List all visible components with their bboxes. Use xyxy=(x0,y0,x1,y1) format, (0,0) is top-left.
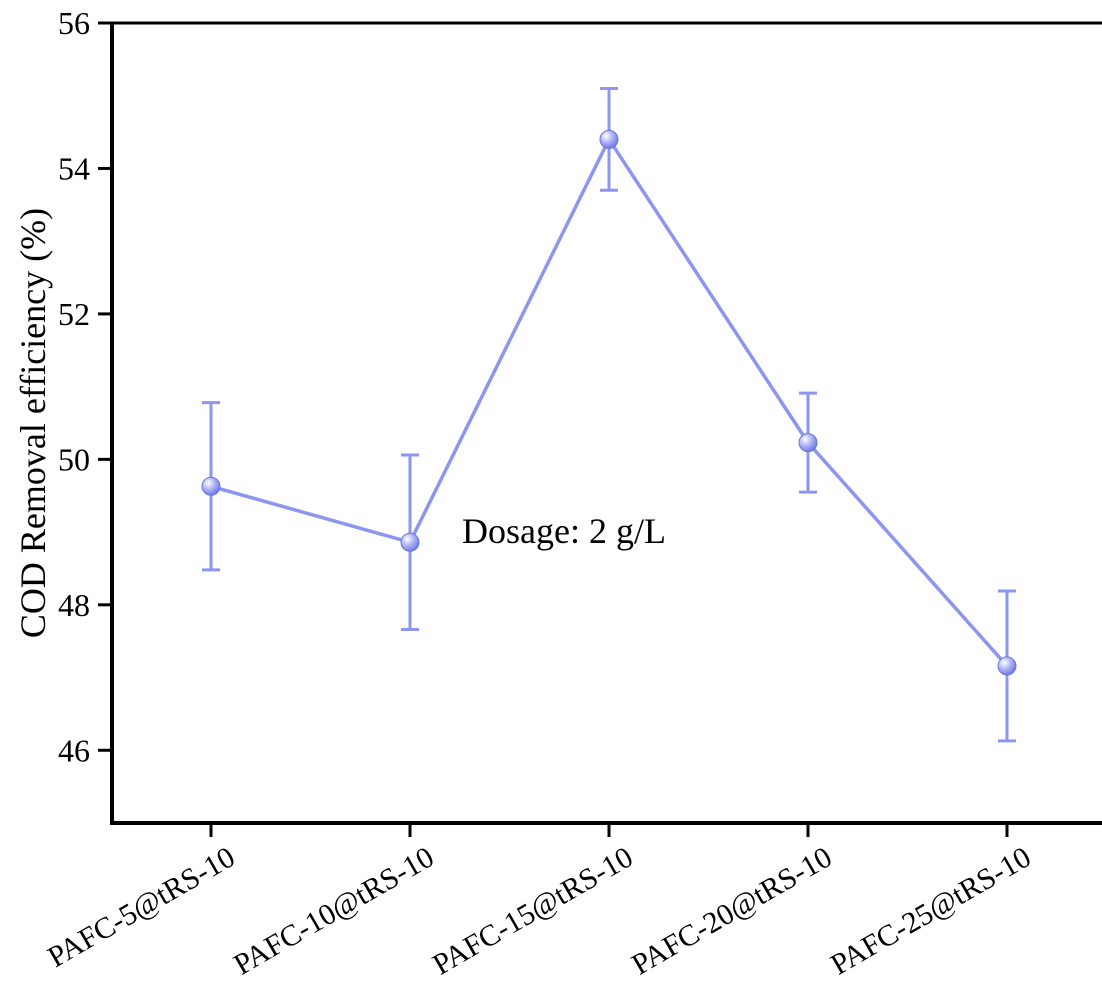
data-point xyxy=(201,476,221,496)
data-point xyxy=(400,532,420,552)
y-axis-label: COD Removal efficiency (%) xyxy=(13,208,53,638)
y-tick-label: 54 xyxy=(58,150,90,186)
x-tick-label: PAFC-10@tRS-10 xyxy=(228,840,439,981)
series-line xyxy=(210,135,1009,668)
x-tick-label: PAFC-15@tRS-10 xyxy=(427,840,638,981)
axes-layer: 464850525456PAFC-5@tRS-10PAFC-10@tRS-10P… xyxy=(42,5,1102,982)
data-point xyxy=(599,129,619,149)
dosage-annotation: Dosage: 2 g/L xyxy=(462,511,666,551)
y-tick-label: 56 xyxy=(58,5,90,41)
y-tick-label: 50 xyxy=(58,441,90,477)
x-tick-label: PAFC-25@tRS-10 xyxy=(825,840,1036,981)
x-tick-label: PAFC-20@tRS-10 xyxy=(626,840,837,981)
data-point xyxy=(997,656,1017,676)
y-tick-label: 48 xyxy=(58,587,90,623)
data-point xyxy=(798,433,818,453)
y-tick-label: 46 xyxy=(58,732,90,768)
y-tick-label: 52 xyxy=(58,296,90,332)
series-layer xyxy=(201,86,1017,743)
annotation-layer: Dosage: 2 g/L xyxy=(462,511,666,551)
x-tick-label: PAFC-5@tRS-10 xyxy=(42,840,240,974)
